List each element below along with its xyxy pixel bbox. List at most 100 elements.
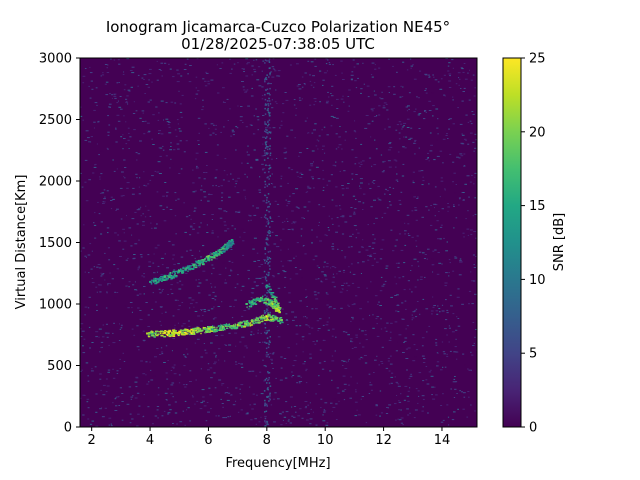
interference-cell bbox=[268, 200, 270, 203]
noise-speckle bbox=[321, 271, 324, 273]
noise-speckle bbox=[372, 314, 374, 316]
interference-cell bbox=[269, 145, 271, 147]
noise-speckle bbox=[234, 186, 236, 188]
noise-speckle bbox=[188, 332, 191, 334]
noise-speckle bbox=[126, 215, 127, 217]
noise-speckle bbox=[400, 393, 402, 395]
interference-cell bbox=[267, 223, 269, 225]
noise-speckle bbox=[291, 210, 294, 212]
trace-cell bbox=[150, 331, 154, 333]
noise-speckle bbox=[100, 347, 102, 349]
noise-speckle bbox=[315, 298, 319, 300]
interference-cell bbox=[267, 262, 270, 264]
noise-speckle bbox=[198, 292, 201, 294]
noise-speckle bbox=[360, 88, 363, 90]
noise-speckle bbox=[143, 394, 145, 396]
noise-speckle bbox=[288, 167, 291, 169]
noise-speckle bbox=[350, 74, 354, 76]
noise-speckle bbox=[475, 329, 477, 330]
noise-speckle bbox=[204, 151, 208, 153]
noise-speckle bbox=[142, 221, 145, 223]
noise-speckle bbox=[343, 271, 345, 273]
noise-speckle bbox=[407, 390, 410, 392]
noise-speckle bbox=[446, 309, 449, 311]
trace-cell bbox=[223, 246, 225, 248]
interference-cell bbox=[265, 131, 267, 133]
noise-speckle bbox=[171, 293, 174, 295]
noise-speckle bbox=[147, 314, 150, 316]
noise-speckle bbox=[197, 315, 201, 317]
noise-speckle bbox=[110, 208, 113, 210]
noise-speckle bbox=[409, 375, 413, 377]
noise-speckle bbox=[296, 85, 300, 87]
noise-speckle bbox=[283, 271, 287, 273]
noise-speckle bbox=[317, 148, 319, 150]
trace-cell bbox=[252, 298, 255, 301]
noise-speckle bbox=[448, 281, 450, 283]
noise-speckle bbox=[396, 341, 398, 343]
noise-speckle bbox=[165, 102, 168, 104]
interference-cell bbox=[267, 353, 270, 356]
noise-speckle bbox=[436, 155, 440, 157]
noise-speckle bbox=[125, 259, 128, 261]
noise-speckle bbox=[253, 403, 256, 405]
noise-speckle bbox=[358, 328, 361, 330]
noise-speckle bbox=[212, 132, 215, 134]
noise-speckle bbox=[322, 189, 325, 191]
noise-speckle bbox=[396, 304, 399, 306]
interference-cell bbox=[269, 232, 271, 234]
noise-speckle bbox=[130, 396, 133, 398]
trace-cell bbox=[174, 272, 176, 274]
noise-speckle bbox=[182, 323, 186, 325]
noise-speckle bbox=[444, 285, 447, 287]
noise-speckle bbox=[117, 100, 119, 102]
trace-cell bbox=[192, 333, 195, 335]
noise-speckle bbox=[377, 271, 380, 273]
noise-speckle bbox=[195, 87, 197, 89]
noise-speckle bbox=[84, 314, 86, 316]
noise-speckle bbox=[331, 360, 335, 362]
interference-cell bbox=[267, 103, 269, 105]
noise-speckle bbox=[87, 407, 90, 409]
noise-speckle bbox=[320, 407, 322, 408]
noise-speckle bbox=[294, 267, 297, 268]
noise-speckle bbox=[130, 86, 133, 88]
noise-speckle bbox=[91, 282, 95, 284]
noise-speckle bbox=[402, 86, 404, 88]
trace-cell bbox=[255, 317, 258, 319]
trace-cell bbox=[189, 333, 191, 336]
noise-speckle bbox=[326, 422, 329, 424]
interference-cell bbox=[264, 379, 267, 381]
noise-speckle bbox=[410, 270, 412, 271]
noise-speckle bbox=[388, 126, 391, 128]
noise-speckle bbox=[431, 313, 433, 315]
noise-speckle bbox=[136, 325, 139, 327]
noise-speckle bbox=[116, 114, 120, 116]
noise-speckle bbox=[419, 278, 423, 280]
noise-speckle bbox=[310, 163, 313, 165]
noise-speckle bbox=[204, 349, 207, 351]
noise-speckle bbox=[431, 92, 434, 94]
noise-speckle bbox=[393, 159, 397, 161]
noise-speckle bbox=[229, 108, 231, 110]
noise-speckle bbox=[158, 173, 162, 174]
noise-speckle bbox=[133, 334, 136, 336]
noise-speckle bbox=[167, 360, 169, 361]
noise-speckle bbox=[405, 106, 408, 108]
trace-cell bbox=[265, 301, 267, 304]
noise-speckle bbox=[312, 411, 314, 413]
noise-speckle bbox=[208, 193, 211, 195]
trace-cell bbox=[229, 245, 231, 247]
noise-speckle bbox=[323, 266, 325, 268]
noise-speckle bbox=[332, 406, 336, 408]
noise-speckle bbox=[314, 255, 318, 257]
noise-speckle bbox=[209, 394, 213, 396]
trace-cell bbox=[158, 330, 160, 333]
noise-speckle bbox=[434, 229, 438, 231]
noise-speckle bbox=[472, 371, 475, 373]
noise-speckle bbox=[310, 61, 314, 63]
noise-speckle bbox=[401, 175, 405, 177]
noise-speckle bbox=[215, 335, 218, 337]
noise-speckle bbox=[221, 384, 223, 386]
noise-speckle bbox=[327, 91, 329, 93]
